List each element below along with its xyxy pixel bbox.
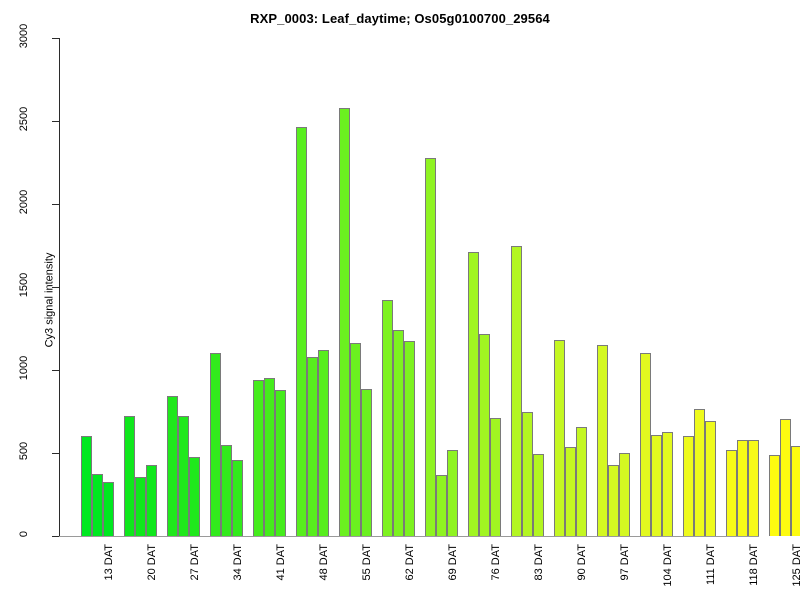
bar (167, 395, 178, 536)
x-tick-label: 62 DAT (403, 544, 416, 581)
x-tick-label: 34 DAT (231, 544, 244, 581)
y-axis-label: Cy3 signal intensity (43, 252, 56, 348)
bar (748, 439, 759, 536)
bar (382, 300, 393, 536)
x-tick-label: 90 DAT (575, 544, 588, 581)
bar (436, 475, 447, 536)
bar (780, 418, 791, 536)
y-tick-label-3000: 3000 (17, 23, 30, 49)
x-tick-label: 41 DAT (274, 544, 287, 581)
x-tick-label: 48 DAT (317, 544, 330, 581)
bar (576, 427, 587, 536)
bar (318, 350, 329, 536)
x-tick-label: 69 DAT (446, 544, 459, 581)
bar (705, 421, 716, 536)
bar (533, 453, 544, 536)
y-tick-500 (52, 453, 59, 454)
bar (597, 345, 608, 536)
y-axis-line (59, 38, 60, 536)
bar (468, 252, 479, 536)
x-axis-baseline (59, 536, 759, 537)
bar (479, 334, 490, 536)
bar (135, 477, 146, 536)
bar (511, 245, 522, 536)
y-tick-label-2500: 2500 (17, 106, 30, 132)
bar (189, 457, 200, 536)
bar (275, 389, 286, 536)
bar (791, 446, 800, 536)
bar (361, 389, 372, 536)
y-tick-1500 (52, 287, 59, 288)
bar (619, 453, 630, 536)
bar (425, 157, 436, 536)
bar (608, 465, 619, 536)
x-tick-label: 13 DAT (102, 544, 115, 581)
x-tick-label: 97 DAT (618, 544, 631, 581)
bar (264, 378, 275, 536)
bar (146, 465, 157, 536)
bar (296, 126, 307, 536)
bar (447, 449, 458, 536)
bar (651, 434, 662, 536)
y-tick-0 (52, 536, 59, 537)
plot-area (59, 38, 800, 536)
bar (522, 412, 533, 536)
bar (640, 353, 651, 536)
bar (554, 340, 565, 536)
y-tick-2000 (52, 204, 59, 205)
y-tick-1000 (52, 370, 59, 371)
y-tick-label-2000: 2000 (17, 189, 30, 215)
x-tick-label: 104 DAT (661, 544, 674, 587)
x-tick-label: 125 DAT (790, 544, 800, 587)
x-tick-label: 118 DAT (747, 544, 760, 586)
y-tick-label-500: 500 (17, 441, 30, 461)
bar (683, 435, 694, 536)
bar (92, 473, 103, 536)
x-tick-label: 76 DAT (489, 544, 502, 581)
bar (124, 416, 135, 536)
bar (769, 454, 780, 536)
bar (81, 436, 92, 536)
x-tick-label: 83 DAT (532, 544, 545, 581)
bar (253, 379, 264, 536)
x-tick-label: 27 DAT (188, 544, 201, 581)
y-tick-label-0: 0 (18, 530, 30, 538)
bar (694, 409, 705, 536)
x-tick-label: 111 DAT (704, 544, 717, 585)
bar (393, 330, 404, 536)
bar (307, 356, 318, 536)
bar (662, 432, 673, 536)
bar (490, 418, 501, 536)
y-tick-2500 (52, 121, 59, 122)
y-tick-label-1000: 1000 (17, 355, 30, 381)
bar (339, 107, 350, 536)
bar (103, 482, 114, 536)
bar (350, 343, 361, 536)
bar (178, 416, 189, 536)
bar (726, 449, 737, 536)
bar (221, 444, 232, 536)
bar (210, 352, 221, 536)
y-tick-label-1500: 1500 (17, 272, 30, 298)
bar (404, 340, 415, 536)
x-tick-label: 20 DAT (145, 544, 158, 581)
chart-title: RXP_0003: Leaf_daytime; Os05g0100700_295… (250, 11, 550, 26)
bar (737, 439, 748, 536)
x-tick-label: 55 DAT (360, 544, 373, 581)
bar (232, 460, 243, 536)
bar (565, 447, 576, 536)
y-tick-3000 (52, 38, 59, 39)
